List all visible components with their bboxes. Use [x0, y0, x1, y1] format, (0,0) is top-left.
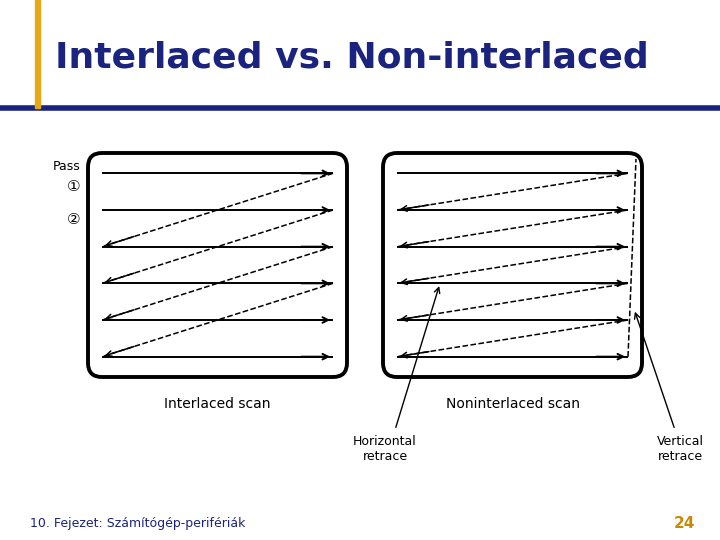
Bar — [35, 0, 40, 108]
Text: ①: ① — [66, 179, 80, 194]
Text: 10. Fejezet: Számítógép-perifériák: 10. Fejezet: Számítógép-perifériák — [30, 517, 246, 530]
FancyBboxPatch shape — [383, 153, 642, 377]
Text: Interlaced scan: Interlaced scan — [164, 397, 271, 411]
Text: Noninterlaced scan: Noninterlaced scan — [446, 397, 580, 411]
Text: Interlaced vs. Non-interlaced: Interlaced vs. Non-interlaced — [55, 41, 649, 75]
Text: Horizontal
retrace: Horizontal retrace — [353, 435, 417, 463]
Text: ②: ② — [66, 212, 80, 227]
Text: Vertical
retrace: Vertical retrace — [657, 435, 703, 463]
Text: 24: 24 — [674, 516, 695, 531]
FancyBboxPatch shape — [88, 153, 347, 377]
Text: Pass: Pass — [53, 159, 80, 172]
